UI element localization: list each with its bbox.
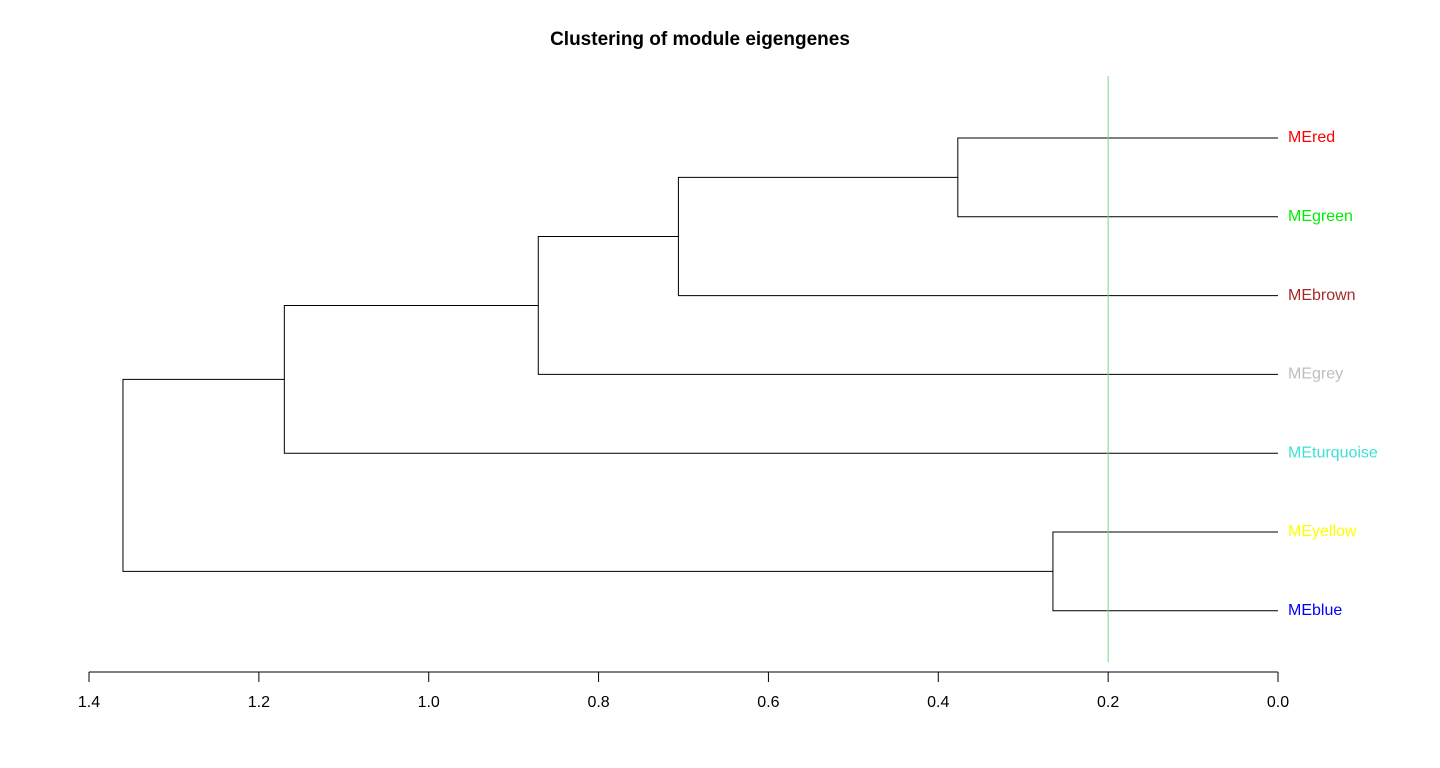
leaf-labels: MEred MEgreen MEbrown MEgrey MEturquoise MEye…: [1288, 129, 1378, 619]
x-tick-label-1: 1.2: [248, 694, 270, 711]
chart-title: Clustering of module eigengenes: [550, 29, 850, 50]
merge-link-5: [283, 304, 1278, 454]
leaf-label-mered: MEred: [1288, 129, 1335, 146]
leaf-label-megrey: MEgrey: [1288, 366, 1343, 383]
leaf-label-meturquoise: MEturquoise: [1288, 444, 1378, 461]
merge-link-2: [1052, 531, 1278, 612]
x-tick-label-7: 0.0: [1267, 694, 1289, 711]
merge-link-4: [537, 236, 1278, 375]
x-tick-label-2: 1.0: [418, 694, 440, 711]
merge-link-1: [957, 137, 1278, 218]
merge-link-6: [122, 378, 1053, 572]
x-tick-label-6: 0.2: [1097, 694, 1119, 711]
x-tick-label-5: 0.4: [927, 694, 949, 711]
x-tick-label-4: 0.6: [757, 694, 779, 711]
leaf-label-meyellow: MEyellow: [1288, 523, 1357, 540]
leaf-label-mebrown: MEbrown: [1288, 287, 1356, 304]
x-tick-label-3: 0.8: [587, 694, 609, 711]
leaf-label-meblue: MEblue: [1288, 602, 1342, 619]
x-tick-label-0: 1.4: [78, 694, 100, 711]
dendrogram-links: [122, 137, 1278, 612]
merge-link-3: [677, 176, 1278, 297]
x-axis: 1.4 1.2 1.0 0.8 0.6 0.4 0.2 0.0: [78, 671, 1289, 711]
leaf-label-megreen: MEgreen: [1288, 208, 1353, 225]
